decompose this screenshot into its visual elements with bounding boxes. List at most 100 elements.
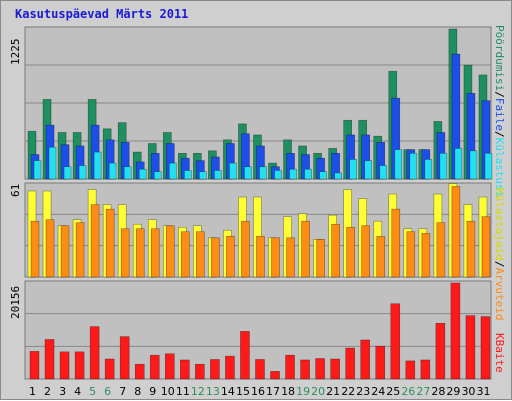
x-tick-label-day-8: 8 <box>134 385 141 398</box>
x-tick-label-day-16: 16 <box>251 385 265 398</box>
bar-arvuteid-day-2 <box>45 219 55 278</box>
bar-arvuteid-day-5 <box>90 204 100 278</box>
bar-arvuteid-day-14 <box>226 235 235 278</box>
x-tick-label-day-10: 10 <box>161 385 175 398</box>
bar-arvuteid-day-31 <box>481 216 491 278</box>
bar-kbaite-day-9 <box>149 354 160 380</box>
bar-kbaite-day-13 <box>210 359 220 380</box>
bar-külastusi-day-12 <box>199 171 207 180</box>
bar-arvuteid-day-1 <box>30 220 40 278</box>
x-tick-label-day-11: 11 <box>176 385 190 398</box>
bar-külastusi-day-20 <box>319 171 327 180</box>
bar-külastusi-day-13 <box>214 170 222 180</box>
bar-külastusi-day-30 <box>469 150 478 180</box>
bar-külastusi-day-2 <box>48 146 57 180</box>
bar-arvuteid-day-4 <box>75 222 85 278</box>
x-tick-label-day-30: 30 <box>461 385 475 398</box>
bar-arvuteid-day-12 <box>196 231 205 278</box>
x-tick-label-day-15: 15 <box>236 385 250 398</box>
bar-kbaite-day-18 <box>285 354 295 380</box>
bar-külastusi-day-27 <box>424 159 433 180</box>
x-tick-label-day-13: 13 <box>206 385 220 398</box>
x-tick-label-day-27: 27 <box>416 385 430 398</box>
bar-külastusi-day-19 <box>304 168 312 180</box>
bar-kbaite-day-25 <box>390 303 401 380</box>
x-tick-label-day-29: 29 <box>446 385 460 398</box>
bar-arvuteid-day-9 <box>150 228 160 278</box>
bar-arvuteid-day-11 <box>181 231 190 278</box>
bar-kbaite-day-31 <box>480 316 491 380</box>
bar-külastusi-day-26 <box>409 152 418 180</box>
bar-külastusi-day-5 <box>93 151 102 180</box>
bar-arvuteid-day-6 <box>105 208 115 278</box>
bar-arvuteid-day-28 <box>436 222 446 278</box>
bar-kbaite-day-29 <box>450 282 461 380</box>
bar-arvuteid-day-26 <box>406 231 416 278</box>
x-tick-label-day-31: 31 <box>476 385 490 398</box>
bar-kbaite-day-17 <box>270 371 280 380</box>
bar-kbaite-day-27 <box>420 359 431 380</box>
bar-kbaite-day-11 <box>180 359 190 380</box>
bar-külastusi-day-25 <box>394 149 403 180</box>
bar-kbaite-day-15 <box>240 331 250 380</box>
bar-külastusi-day-4 <box>78 165 87 180</box>
bar-kbaite-day-19 <box>300 359 310 380</box>
bar-kbaite-day-6 <box>104 358 115 380</box>
bar-külastusi-day-14 <box>229 162 237 180</box>
bar-arvuteid-day-8 <box>135 228 145 278</box>
bar-külastusi-day-23 <box>364 160 373 180</box>
x-tick-label-day-17: 17 <box>266 385 280 398</box>
bar-külastusi-day-3 <box>63 166 72 180</box>
bar-kbaite-day-23 <box>360 339 371 380</box>
bar-kbaite-day-12 <box>195 363 205 380</box>
bar-kbaite-day-30 <box>465 315 476 380</box>
x-tick-label-day-4: 4 <box>74 385 81 398</box>
bar-arvuteid-day-23 <box>361 225 371 278</box>
bar-arvuteid-day-20 <box>316 238 325 278</box>
bar-külastusi-day-10 <box>168 162 177 180</box>
x-tick-label-day-23: 23 <box>356 385 370 398</box>
bar-külastusi-day-31 <box>484 152 493 180</box>
bar-külastusi-day-11 <box>184 170 192 180</box>
x-tick-label-day-19: 19 <box>296 385 310 398</box>
bar-kbaite-day-22 <box>345 347 355 380</box>
bar-külastusi-day-22 <box>349 159 357 180</box>
bar-kbaite-day-1 <box>29 351 40 380</box>
bar-kbaite-day-7 <box>119 336 130 380</box>
chart-title: Kasutuspäevad Märts 2011 <box>15 7 189 21</box>
bar-arvuteid-day-17 <box>271 237 280 278</box>
bar-arvuteid-day-29 <box>451 186 461 278</box>
x-tick-label-day-18: 18 <box>281 385 295 398</box>
bar-kbaite-day-4 <box>74 351 85 380</box>
x-tick-label-day-24: 24 <box>371 385 385 398</box>
bar-külastusi-day-18 <box>289 168 297 180</box>
bar-kbaite-day-28 <box>435 322 446 380</box>
x-tick-label-day-6: 6 <box>104 385 111 398</box>
x-tick-label-day-28: 28 <box>431 385 445 398</box>
x-tick-label-day-2: 2 <box>44 385 51 398</box>
bar-külastusi-day-17 <box>274 170 282 180</box>
bar-kbaite-day-8 <box>134 363 145 380</box>
bar-kbaite-day-10 <box>164 353 175 380</box>
x-tick-label-day-1: 1 <box>29 385 36 398</box>
bar-arvuteid-day-24 <box>376 235 386 278</box>
bar-külastusi-day-1 <box>33 160 42 180</box>
bar-arvuteid-day-16 <box>256 235 265 278</box>
x-tick-label-day-3: 3 <box>59 385 66 398</box>
bar-arvuteid-day-15 <box>241 220 250 278</box>
x-tick-label-day-12: 12 <box>191 385 205 398</box>
bar-kbaite-day-16 <box>255 359 265 380</box>
bar-külastusi-day-16 <box>259 166 267 180</box>
x-tick-label-day-7: 7 <box>119 385 126 398</box>
x-tick-label-day-5: 5 <box>89 385 96 398</box>
bar-arvuteid-day-25 <box>391 208 401 278</box>
x-tick-label-day-20: 20 <box>311 385 325 398</box>
bar-kbaite-day-3 <box>59 351 70 380</box>
bar-arvuteid-day-27 <box>421 232 431 278</box>
bar-kbaite-day-24 <box>375 345 386 380</box>
x-tick-label-day-25: 25 <box>386 385 400 398</box>
x-tick-label-day-26: 26 <box>401 385 415 398</box>
bar-arvuteid-day-21 <box>331 223 340 278</box>
bar-külastusi-day-21 <box>334 172 342 180</box>
